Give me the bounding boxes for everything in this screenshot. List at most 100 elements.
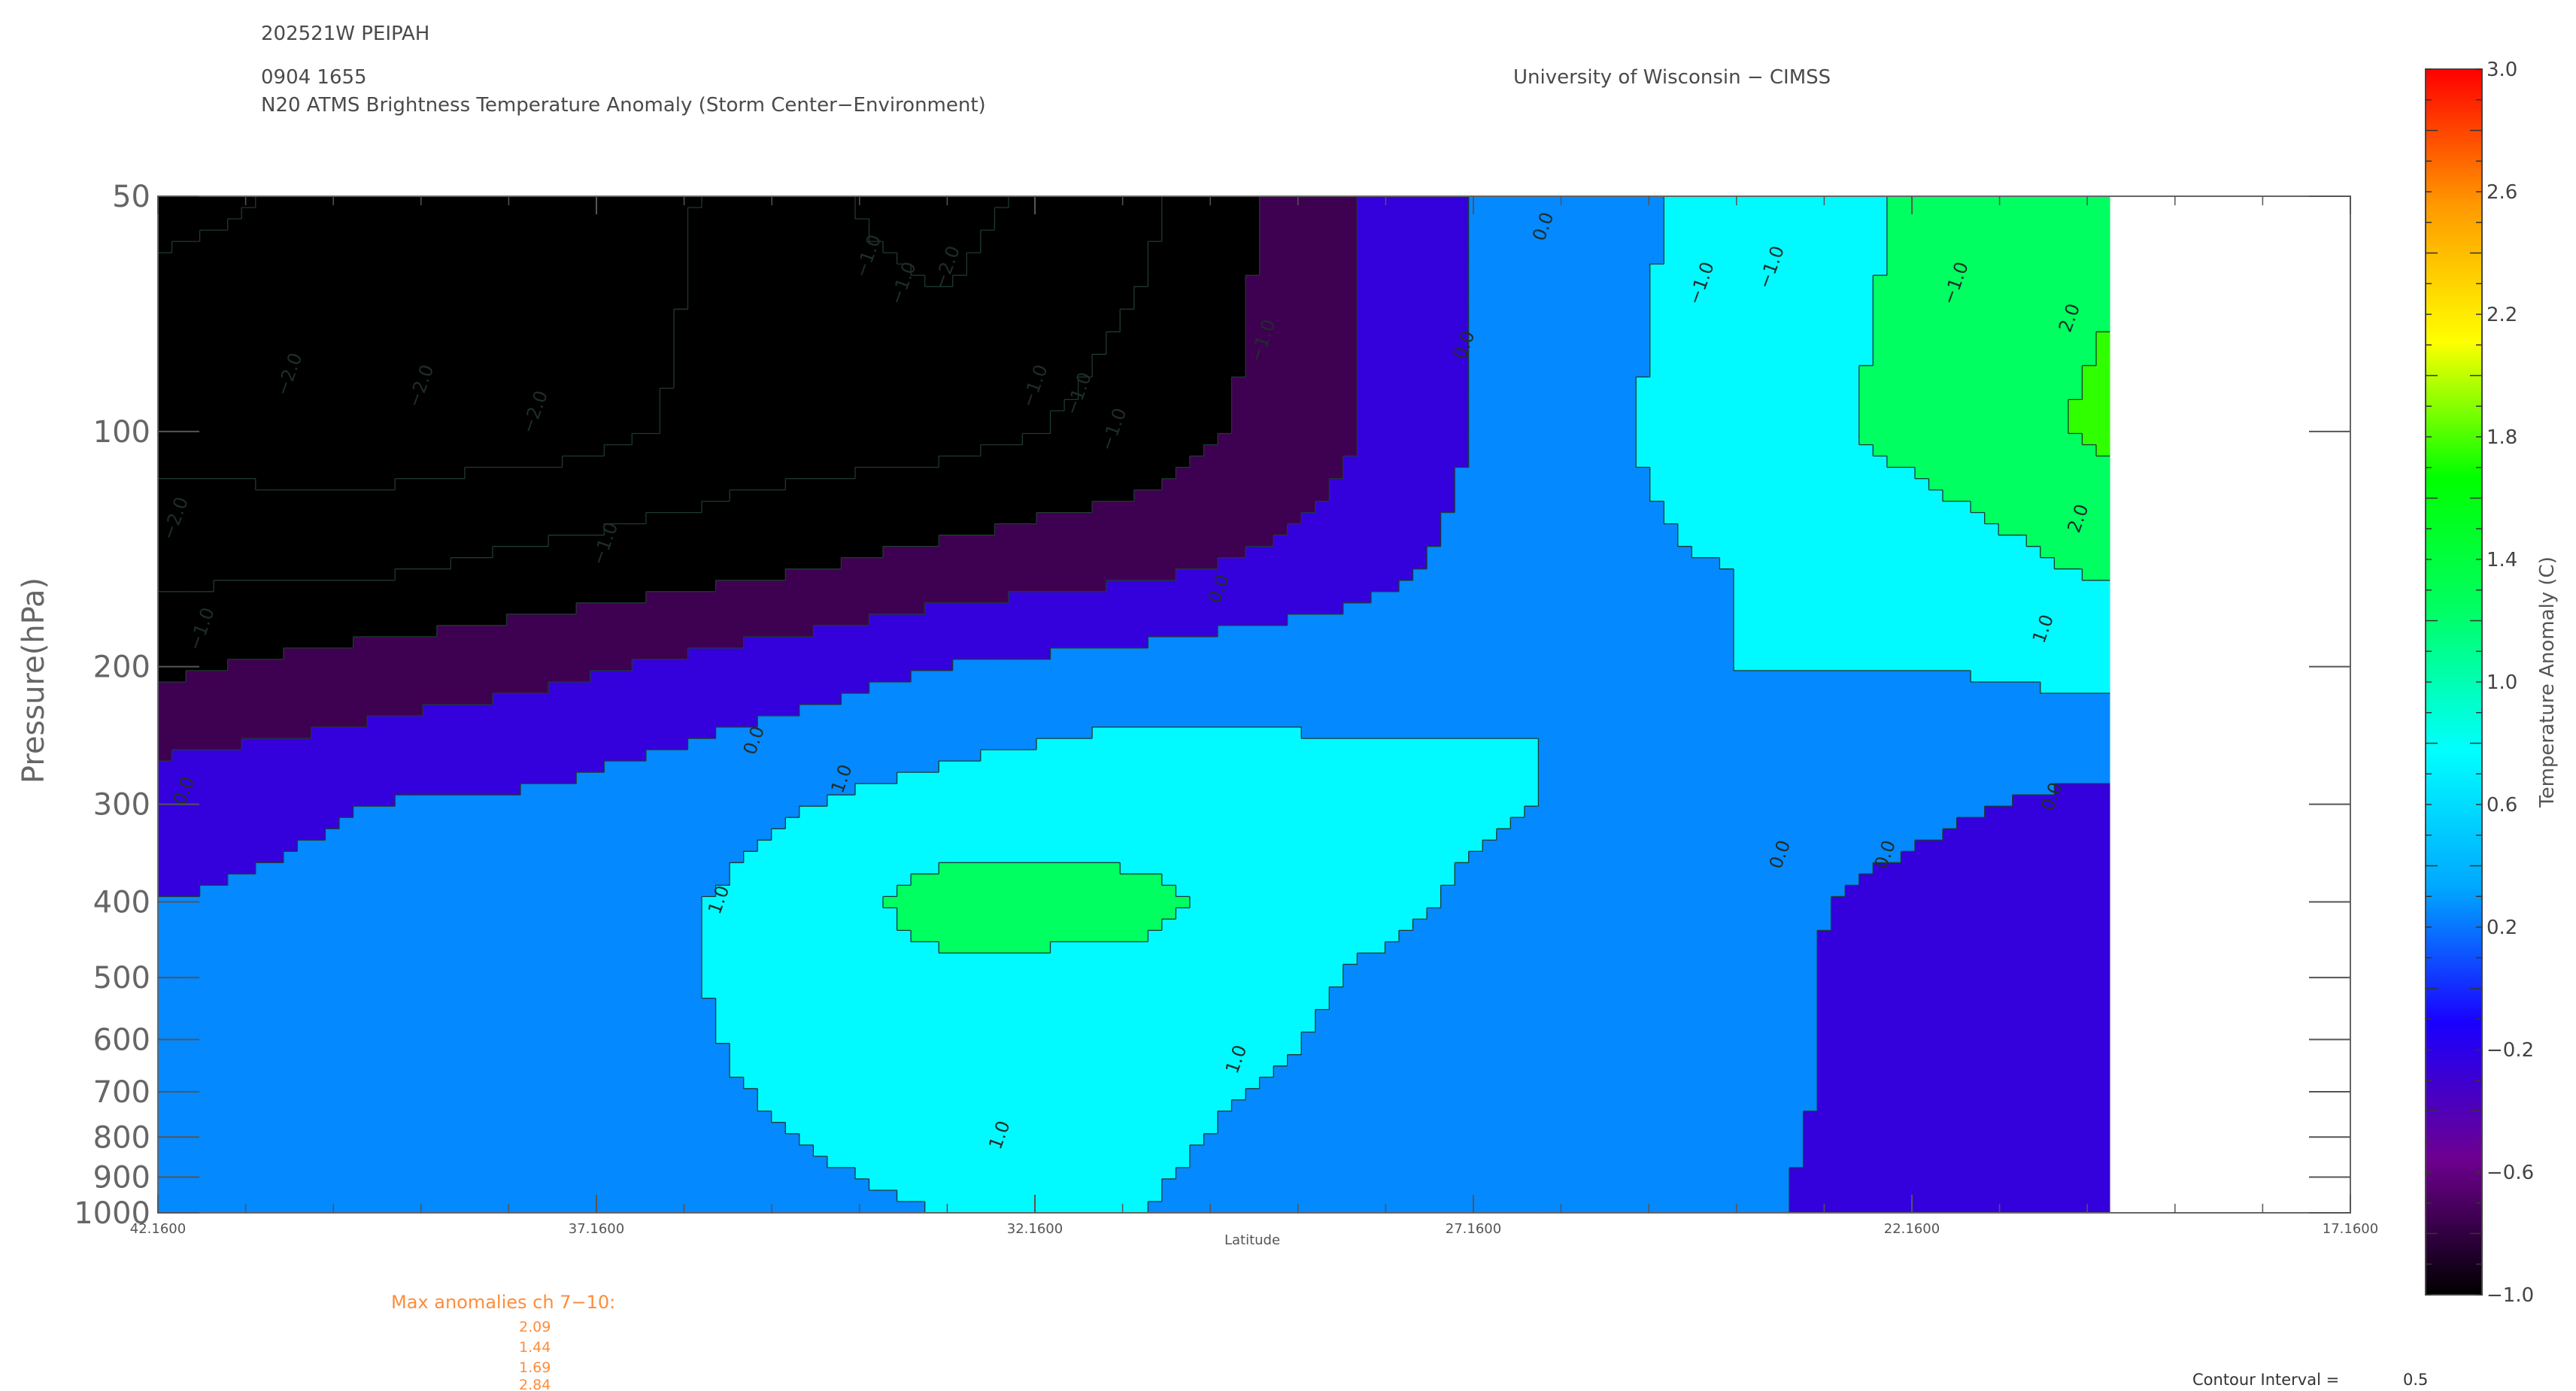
anomaly-cell [436,298,451,310]
anomaly-cell [1315,399,1330,412]
anomaly-cell [966,568,982,581]
anomaly-cell [2040,535,2055,547]
anomaly-cell [897,535,912,547]
anomaly-cell [492,512,508,525]
anomaly-cell [1719,422,1734,435]
anomaly-cell [534,546,549,559]
anomaly-cell [1343,241,1358,253]
anomaly-cell [1524,253,1539,265]
anomaly-cell [924,568,939,581]
anomaly-cell [1189,388,1205,400]
anomaly-cell [1427,478,1442,491]
anomaly-cell [2095,411,2110,423]
anomaly-cell [1914,388,1930,400]
anomaly-cell [436,399,451,412]
anomaly-cell [269,489,284,502]
anomaly-cell [1106,489,1121,502]
anomaly-cell [1022,568,1037,581]
anomaly-cell [451,388,466,400]
anomaly-cell [576,388,591,400]
anomaly-cell [660,433,675,446]
anomaly-cell [645,286,661,299]
anomaly-cell [1719,456,1734,468]
anomaly-cell [1148,377,1163,389]
anomaly-cell [1246,411,1261,423]
anomaly-cell [1343,332,1358,344]
anomaly-cell [1496,512,1511,525]
anomaly-cell [2095,332,2110,344]
anomaly-cell [924,546,939,559]
anomaly-cell [1608,320,1623,332]
anomaly-cell [2068,286,2083,299]
anomaly-cell [1789,411,1804,423]
anomaly-cell [590,388,605,400]
anomaly-cell [673,456,689,468]
anomaly-cell [1971,535,1986,547]
anomaly-cell [924,523,939,536]
anomaly-cell [227,444,242,457]
anomaly-cell [1677,478,1692,491]
anomaly-cell [645,523,661,536]
anomaly-cell [1203,467,1218,480]
anomaly-cell [1036,568,1051,581]
anomaly-cell [2095,489,2110,502]
anomaly-cell [1133,320,1148,332]
anomaly-cell [1622,489,1637,502]
anomaly-cell [1329,411,1344,423]
anomaly-cell [1315,388,1330,400]
anomaly-cell [1008,196,1024,208]
anomaly-cell [1455,512,1470,525]
anomaly-cell [1524,264,1539,276]
anomaly-cell [1775,275,1790,287]
anomaly-cell [1176,411,1191,423]
anomaly-cell [1189,568,1205,581]
anomaly-cell [1106,467,1121,480]
anomaly-cell [506,478,521,491]
anomaly-cell [1468,343,1483,355]
anomaly-cell [2054,478,2069,491]
product-title: N20 ATMS Brightness Temperature Anomaly … [261,94,986,117]
anomaly-cell [757,557,772,570]
anomaly-cell [1594,478,1609,491]
anomaly-cell [1510,219,1525,231]
anomaly-cell [1148,298,1163,310]
anomaly-cell [214,230,229,242]
anomaly-cell [1789,286,1804,299]
anomaly-cell [1259,591,1274,604]
anomaly-cell [1106,591,1121,604]
anomaly-cell [1455,298,1470,310]
anomaly-cell [1538,489,1553,502]
anomaly-cell [1455,467,1470,480]
anomaly-cell [1901,208,1916,220]
anomaly-cell [1385,467,1400,480]
anomaly-cell [492,320,508,332]
anomaly-cell [1524,275,1539,287]
anomaly-cell [1106,546,1121,559]
anomaly-cell [715,275,730,287]
anomaly-cell [1078,501,1093,514]
anomaly-cell [1301,298,1316,310]
anomaly-cell [255,568,270,581]
anomaly-cell [1733,422,1749,435]
anomaly-cell [1217,388,1233,400]
anomaly-cell [715,433,730,446]
anomaly-cell [660,230,675,242]
anomaly-cell [854,456,870,468]
anomaly-cell [813,309,828,321]
anomaly-cell [1385,523,1400,536]
anomaly-cell [1858,568,1874,581]
anomaly-cell [1217,467,1233,480]
anomaly-cell [1176,444,1191,457]
anomaly-cell [1552,467,1567,480]
anomaly-cell [939,568,954,581]
anomaly-cell [1092,580,1107,592]
anomaly-cell [1928,208,1943,220]
anomaly-cell [1092,365,1107,377]
anomaly-cell [1092,456,1107,468]
anomaly-cell [1440,591,1455,604]
anomaly-cell [506,422,521,435]
anomaly-cell [1412,467,1428,480]
anomaly-cell [227,512,242,525]
anomaly-cell [199,377,214,389]
anomaly-cell [1496,411,1511,423]
